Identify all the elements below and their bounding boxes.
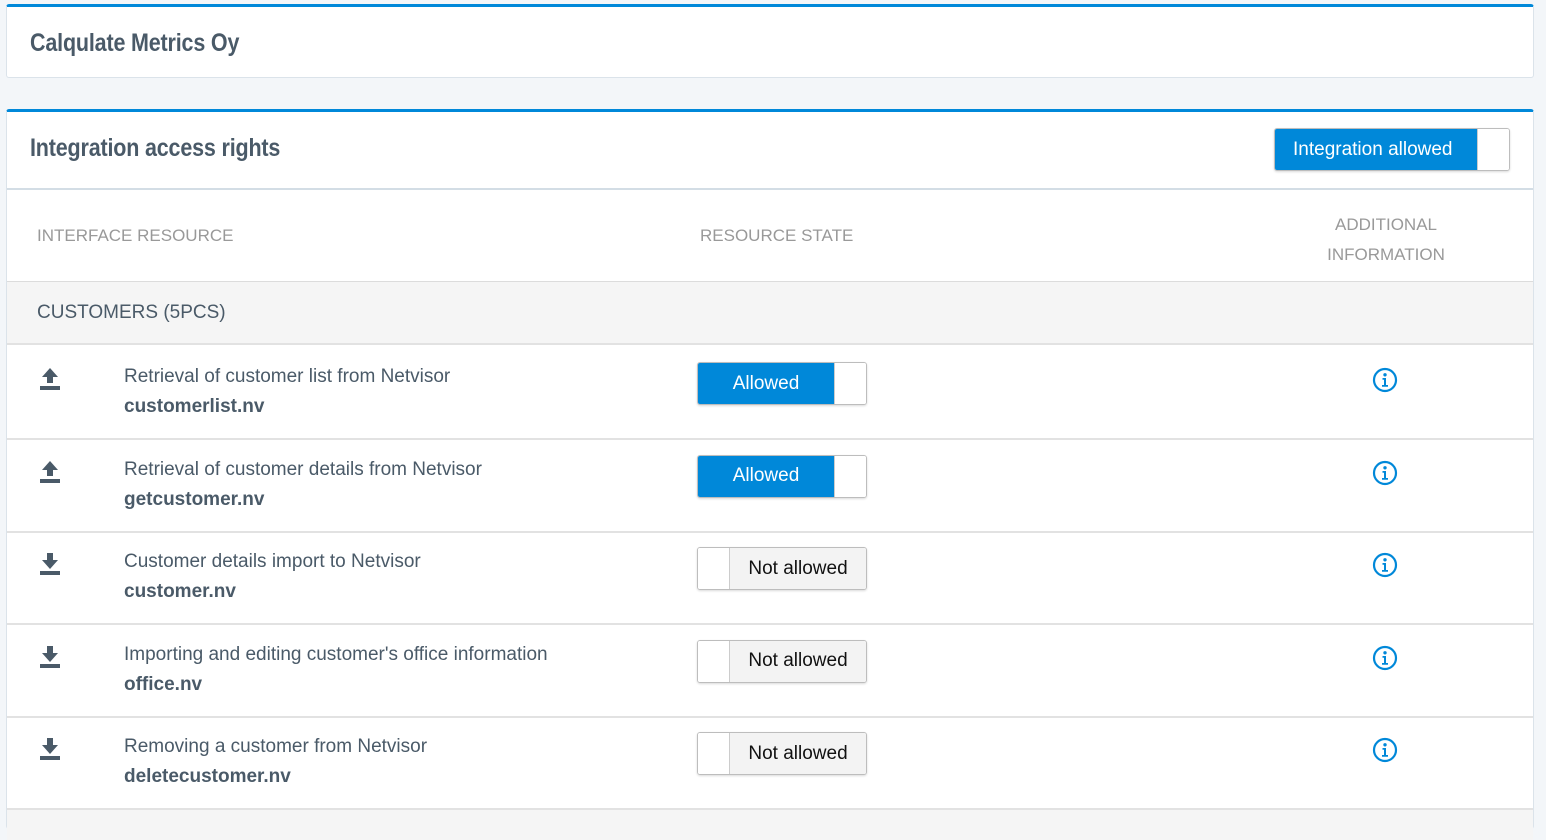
table-header: INTERFACE RESOURCE RESOURCE STATE ADDITI…	[7, 190, 1533, 282]
access-rights-card: Integration access rights Integration al…	[6, 109, 1534, 840]
info-icon[interactable]	[1372, 645, 1398, 671]
company-card: Calqulate Metrics Oy	[6, 4, 1534, 78]
column-resource-state: RESOURCE STATE	[700, 226, 854, 245]
column-info-line1: ADDITIONAL	[1334, 215, 1438, 234]
toggle-label: Not allowed	[730, 548, 866, 590]
info-icon[interactable]	[1372, 367, 1398, 393]
download-icon	[39, 552, 61, 576]
column-info-line2: INFORMATION	[1327, 245, 1445, 264]
download-icon	[39, 737, 61, 761]
toggle-label: Allowed	[698, 455, 834, 497]
toggle-knob	[1477, 129, 1509, 170]
resource-state-toggle[interactable]: Not allowed	[697, 732, 867, 776]
table-row: Retrieval of customer details from Netvi…	[7, 440, 1533, 533]
toggle-knob	[698, 548, 730, 590]
resource-state-toggle[interactable]: Not allowed	[697, 547, 867, 591]
resource-file: getcustomer.nv	[124, 488, 265, 510]
toggle-knob	[698, 640, 730, 682]
toggle-knob	[834, 363, 866, 404]
upload-icon	[39, 460, 61, 484]
table-row: Removing a customer from Netvisor delete…	[7, 717, 1533, 811]
download-icon	[39, 645, 61, 669]
toggle-label: Not allowed	[730, 640, 866, 682]
resource-description: Removing a customer from Netvisor	[124, 736, 428, 758]
resource-state-toggle[interactable]: Allowed	[697, 362, 867, 405]
info-icon[interactable]	[1372, 737, 1398, 763]
table-row: Importing and editing customer's office …	[7, 625, 1533, 718]
resource-file: customer.nv	[124, 581, 236, 603]
toggle-knob	[698, 733, 730, 775]
next-group-row	[7, 810, 1533, 840]
section-title: Integration access rights	[30, 134, 281, 162]
toggle-knob	[834, 455, 866, 497]
info-icon[interactable]	[1372, 552, 1398, 578]
column-interface-resource: INTERFACE RESOURCE	[37, 226, 234, 245]
group-customers: CUSTOMERS (5PCS)	[7, 282, 1533, 345]
toggle-label: Allowed	[698, 363, 834, 404]
table-row: Retrieval of customer list from Netvisor…	[7, 347, 1533, 440]
resource-file: deletecustomer.nv	[124, 766, 291, 788]
toggle-label: Not allowed	[730, 733, 866, 775]
info-icon[interactable]	[1372, 460, 1398, 486]
resource-description: Importing and editing customer's office …	[124, 643, 548, 665]
resource-description: Customer details import to Netvisor	[124, 551, 421, 573]
resource-file: customerlist.nv	[124, 396, 265, 417]
table-row: Customer details import to Netvisor cust…	[7, 532, 1533, 626]
resource-state-toggle[interactable]: Allowed	[697, 454, 867, 498]
toggle-label: Integration allowed	[1275, 129, 1477, 170]
resource-file: office.nv	[124, 673, 203, 695]
integration-allowed-toggle[interactable]: Integration allowed	[1274, 128, 1510, 171]
resource-description: Retrieval of customer list from Netvisor	[124, 366, 451, 387]
upload-icon	[39, 367, 61, 391]
column-additional-information: ADDITIONAL INFORMATION	[1307, 210, 1465, 270]
company-title: Calqulate Metrics Oy	[30, 29, 240, 57]
section-header: Integration access rights Integration al…	[7, 112, 1533, 190]
resource-description: Retrieval of customer details from Netvi…	[124, 458, 482, 480]
resource-state-toggle[interactable]: Not allowed	[697, 639, 867, 683]
